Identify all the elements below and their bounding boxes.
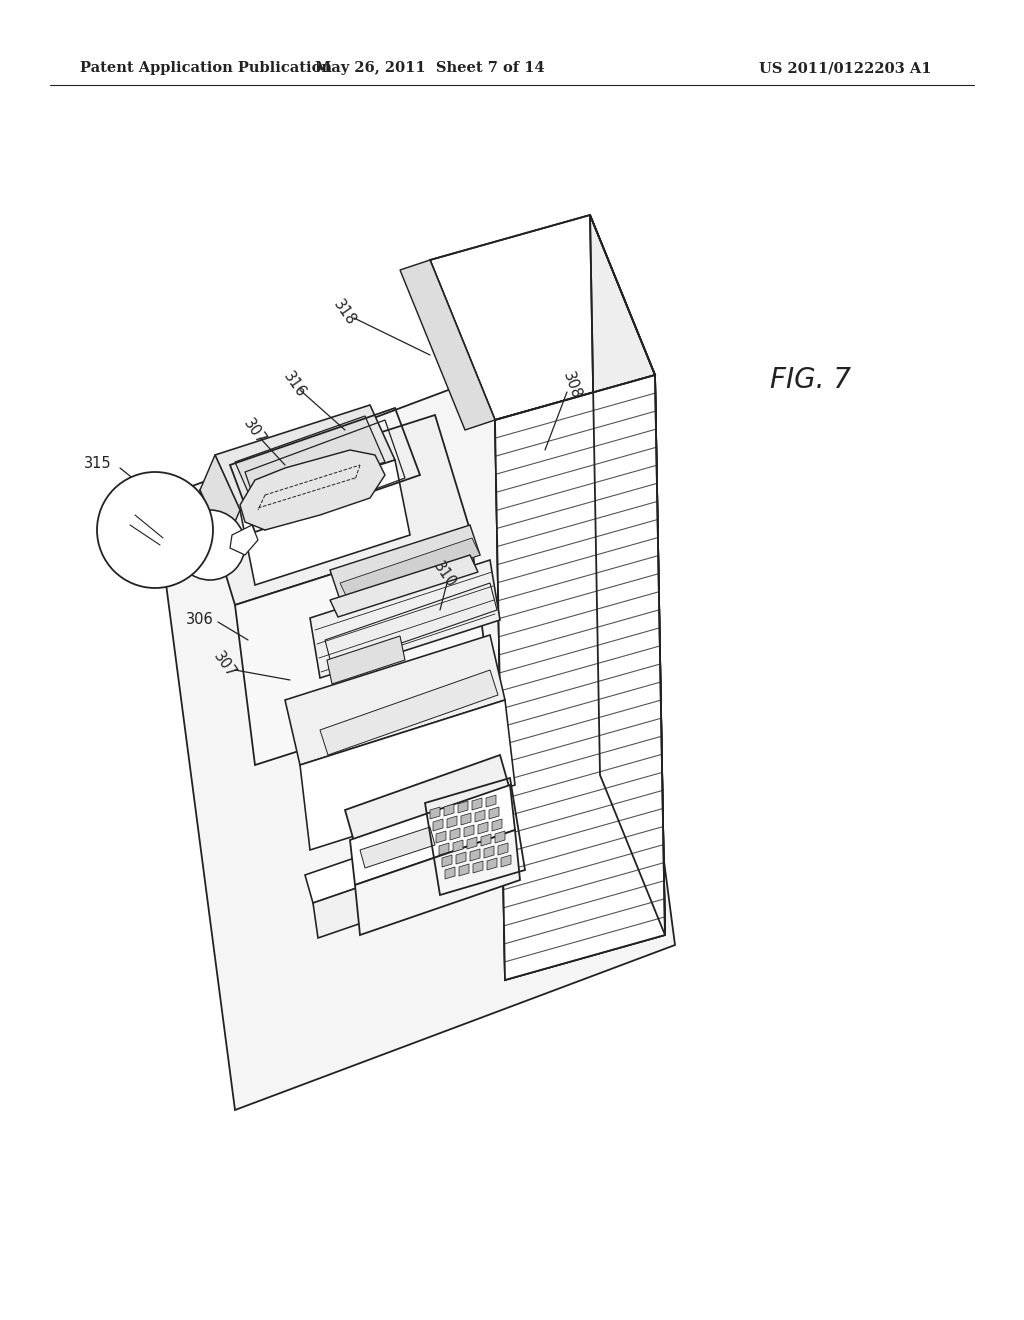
Polygon shape <box>300 700 515 850</box>
Text: 318: 318 <box>331 297 359 329</box>
Polygon shape <box>489 807 499 818</box>
Polygon shape <box>439 843 449 855</box>
Polygon shape <box>350 785 515 884</box>
Polygon shape <box>330 554 478 616</box>
Polygon shape <box>467 837 477 849</box>
Polygon shape <box>470 849 480 861</box>
Circle shape <box>97 473 213 587</box>
Polygon shape <box>481 834 490 846</box>
Polygon shape <box>234 531 490 766</box>
Polygon shape <box>495 375 665 979</box>
Polygon shape <box>436 832 446 843</box>
Text: US 2011/0122203 A1: US 2011/0122203 A1 <box>759 61 931 75</box>
Polygon shape <box>498 843 508 855</box>
Polygon shape <box>200 414 470 605</box>
Polygon shape <box>445 867 455 879</box>
Text: Patent Application Publication: Patent Application Publication <box>80 61 332 75</box>
Text: 316: 316 <box>281 370 309 400</box>
Polygon shape <box>345 755 510 845</box>
Text: May 26, 2011  Sheet 7 of 14: May 26, 2011 Sheet 7 of 14 <box>315 61 545 75</box>
Polygon shape <box>464 825 474 837</box>
Polygon shape <box>230 525 258 554</box>
Polygon shape <box>240 450 385 531</box>
Polygon shape <box>155 335 675 1110</box>
Polygon shape <box>400 260 495 430</box>
Polygon shape <box>355 830 520 935</box>
Polygon shape <box>456 851 466 865</box>
Polygon shape <box>495 375 665 979</box>
Polygon shape <box>459 865 469 876</box>
Polygon shape <box>327 636 406 684</box>
Polygon shape <box>484 846 494 858</box>
Text: FIG. 7: FIG. 7 <box>769 366 851 393</box>
Polygon shape <box>495 375 665 979</box>
Polygon shape <box>340 539 480 601</box>
Polygon shape <box>319 671 498 755</box>
Polygon shape <box>442 855 452 867</box>
Polygon shape <box>215 405 395 510</box>
Polygon shape <box>430 807 440 818</box>
Polygon shape <box>310 560 500 678</box>
Polygon shape <box>444 804 454 816</box>
Polygon shape <box>447 816 457 828</box>
Polygon shape <box>495 832 505 843</box>
Polygon shape <box>478 822 488 834</box>
Polygon shape <box>433 818 443 832</box>
Text: 307: 307 <box>241 416 269 447</box>
Polygon shape <box>461 813 471 825</box>
Polygon shape <box>590 215 665 935</box>
Polygon shape <box>472 799 482 810</box>
Text: 310: 310 <box>431 560 459 590</box>
Polygon shape <box>200 455 240 545</box>
Polygon shape <box>475 810 485 822</box>
Text: 307: 307 <box>211 649 240 681</box>
Polygon shape <box>501 855 511 867</box>
Polygon shape <box>313 861 443 939</box>
Polygon shape <box>450 828 460 840</box>
Text: 315: 315 <box>84 455 112 470</box>
Circle shape <box>175 510 245 579</box>
Polygon shape <box>285 635 505 766</box>
Polygon shape <box>458 801 468 813</box>
Polygon shape <box>240 459 410 585</box>
Polygon shape <box>305 832 438 903</box>
Polygon shape <box>360 828 435 869</box>
Polygon shape <box>473 861 483 873</box>
Text: 308: 308 <box>560 370 584 400</box>
Polygon shape <box>486 795 496 807</box>
Polygon shape <box>234 416 385 508</box>
Polygon shape <box>325 583 497 667</box>
Polygon shape <box>487 858 497 870</box>
Polygon shape <box>492 818 502 832</box>
Polygon shape <box>430 215 655 420</box>
Polygon shape <box>330 525 480 601</box>
Text: 306: 306 <box>186 612 214 627</box>
Polygon shape <box>453 840 463 851</box>
